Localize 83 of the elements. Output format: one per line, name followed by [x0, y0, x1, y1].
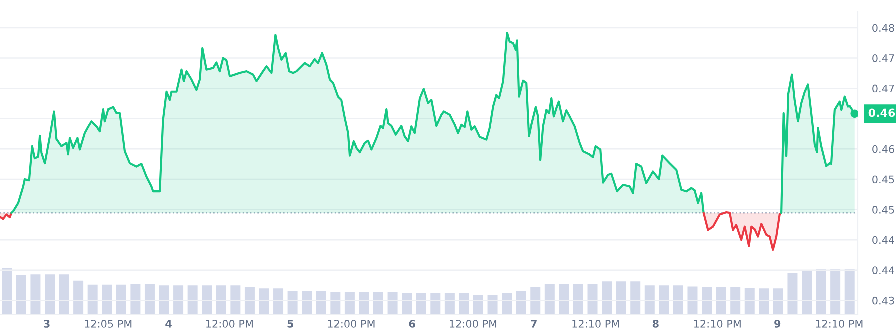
bar	[830, 269, 841, 315]
x-tick-label: 12:00 PM	[328, 320, 375, 328]
bar	[488, 295, 498, 315]
bar	[288, 291, 298, 315]
bar	[502, 293, 512, 315]
bar	[302, 291, 312, 315]
bar	[702, 287, 712, 315]
bar	[773, 288, 784, 315]
y-tick-label: 0.45	[872, 176, 894, 184]
bar	[816, 269, 826, 315]
bar	[544, 284, 555, 315]
bar	[216, 286, 226, 315]
bar	[316, 291, 326, 315]
y-tick-label: 0.44	[872, 266, 894, 274]
bar	[530, 287, 541, 315]
bar	[659, 286, 670, 315]
bar	[630, 282, 641, 315]
x-tick-label: 7	[531, 320, 537, 328]
bar	[616, 282, 626, 315]
bar	[444, 293, 455, 315]
bar	[644, 286, 655, 315]
x-tick-label: 12:00 PM	[450, 320, 497, 328]
x-tick-label: 9	[774, 320, 781, 328]
bar	[688, 286, 698, 315]
bar	[30, 274, 41, 315]
bar	[788, 273, 798, 315]
bar	[516, 292, 526, 315]
bar	[673, 286, 684, 315]
x-tick-label: 12:10 PM	[816, 320, 863, 328]
bar	[730, 287, 741, 315]
bar	[716, 287, 726, 315]
bar	[802, 270, 812, 315]
bar	[388, 292, 398, 315]
x-tick-label: 8	[652, 320, 659, 328]
bar	[59, 274, 70, 315]
bar	[274, 288, 284, 315]
x-tick-label: 4	[166, 320, 172, 328]
x-tick-label: 6	[409, 320, 416, 328]
bar	[344, 292, 355, 315]
bar	[374, 292, 384, 315]
bar	[88, 284, 98, 315]
x-tick-label: 12:05 PM	[85, 320, 132, 328]
bar	[459, 293, 470, 315]
bar	[402, 293, 412, 315]
bar	[602, 282, 612, 315]
y-tick-label: 0.43	[872, 296, 894, 305]
y-tick-label: 0.45	[872, 206, 894, 214]
y-tick-label: 0.48	[872, 24, 894, 32]
bar	[116, 284, 126, 315]
x-tick-label: 12:10 PM	[694, 320, 741, 328]
x-tick-label: 12:00 PM	[206, 320, 253, 328]
bar	[244, 287, 255, 315]
bar	[102, 284, 112, 315]
bar	[573, 284, 584, 315]
bar	[202, 286, 212, 315]
bar	[174, 286, 184, 315]
bar	[74, 280, 84, 315]
bar	[588, 284, 598, 315]
bar	[44, 274, 55, 315]
x-tick-label: 3	[44, 320, 50, 328]
bar	[159, 286, 170, 315]
bar	[330, 292, 341, 315]
x-tick-label: 5	[288, 320, 294, 328]
bar	[559, 284, 570, 315]
x-tick-label: 12:10 PM	[572, 320, 620, 328]
bar	[130, 284, 141, 315]
bar	[2, 268, 12, 315]
bar	[744, 288, 755, 315]
bar	[473, 295, 484, 315]
bar	[844, 269, 855, 315]
y-tick-label: 0.47	[872, 54, 894, 62]
bar	[759, 288, 770, 315]
bar	[416, 293, 426, 315]
y-tick-label: 0.44	[872, 236, 894, 244]
y-tick-label: 0.46	[872, 145, 894, 154]
bar	[144, 284, 155, 315]
bar	[259, 288, 270, 315]
y-tick-label: 0.47	[872, 84, 894, 93]
bar	[16, 276, 26, 315]
bar	[430, 293, 441, 315]
bar	[188, 286, 198, 315]
bar	[230, 286, 241, 315]
bar	[359, 292, 370, 315]
